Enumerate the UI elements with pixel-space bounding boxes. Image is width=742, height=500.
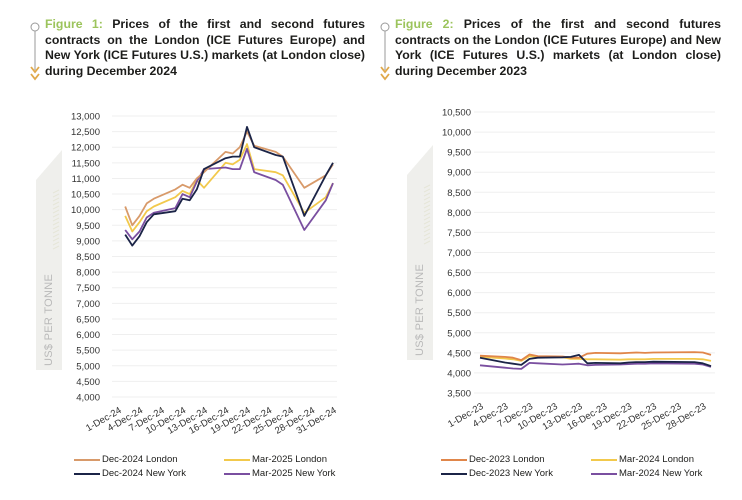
legend-label: Mar-2024 London (619, 454, 694, 465)
y-tick-label: 12,000 (71, 143, 100, 154)
legend-item: Mar-2024 New York (591, 468, 702, 479)
series-line-dec-2023-london (479, 351, 712, 362)
y-tick-label: 10,000 (442, 128, 471, 139)
ylabel-banner (36, 150, 62, 370)
y-tick-label: 6,000 (447, 288, 471, 299)
series-line-dec-2023-new-york (479, 353, 712, 367)
series-line-mar-2025-london (124, 143, 334, 233)
legend: Dec-2024 London Mar-2025 London Dec-2024 N… (74, 454, 364, 494)
figure-1-panel: Figure 1: Prices of the first and second… (30, 17, 365, 494)
legend-item: Dec-2024 New York (74, 468, 186, 479)
y-tick-label: 5,000 (447, 328, 471, 339)
chart-figure-1: 4,000 4,500 5,000 5,500 6,000 6,500 7,000 7,500… (71, 112, 339, 437)
ylabel-banner (407, 145, 433, 360)
y-tick-label: 13,000 (71, 112, 100, 123)
legend-swatch (224, 458, 250, 461)
legend-label: Mar-2025 London (252, 454, 327, 465)
legend-item: Dec-2023 New York (441, 468, 553, 479)
y-tick-label: 11,000 (72, 174, 100, 185)
legend-swatch (224, 472, 250, 475)
y-tick-label: 6,500 (76, 314, 100, 325)
y-tick-label: 7,000 (76, 299, 100, 310)
series-line-mar-2024-new-york (479, 361, 712, 370)
y-tick-label: 5,500 (447, 308, 471, 319)
y-tick-label: 10,500 (71, 190, 100, 201)
timeline-decoration-icon (30, 22, 40, 81)
legend-swatch (74, 458, 100, 461)
legend-swatch (591, 472, 617, 475)
y-tick-label: 9,500 (76, 221, 100, 232)
y-tick-label: 10,500 (442, 108, 471, 119)
y-tick-label: 7,500 (447, 228, 471, 239)
y-tick-label: 8,000 (76, 268, 100, 279)
legend-label: Mar-2024 New York (619, 468, 703, 479)
y-tick-label: 3,500 (447, 389, 471, 400)
legend-item: Dec-2024 London (74, 454, 178, 465)
legend-label: Dec-2024 London (102, 454, 178, 465)
legend-item: Mar-2025 London (224, 454, 327, 465)
legend-item: Dec-2023 London (441, 454, 545, 465)
y-tick-label: 4,500 (76, 377, 100, 388)
legend: Dec-2023 London Mar-2024 London Dec-2023 N… (441, 454, 731, 494)
legend-label: Dec-2023 New York (469, 468, 553, 479)
legend-swatch (74, 472, 100, 475)
timeline-decoration-icon (380, 22, 390, 81)
y-tick-label: 10,000 (71, 205, 100, 216)
y-tick-label: 6,500 (447, 268, 471, 279)
figure-number: Figure 2: (395, 17, 454, 31)
series-line-mar-2025-new-york (124, 147, 334, 241)
figure-title: Figure 1: Prices of the first and second… (45, 17, 365, 79)
chart-figure-2: 3,500 4,000 4,500 5,000 5,500 6,000 6,500 7,000… (442, 108, 715, 433)
legend-swatch (441, 472, 467, 475)
y-tick-label: 6,000 (76, 330, 100, 341)
legend-label: Mar-2025 New York (252, 468, 336, 479)
legend-label: Dec-2024 New York (102, 468, 186, 479)
y-tick-label: 11,500 (72, 158, 100, 169)
legend-swatch (441, 458, 467, 461)
y-tick-label: 9,000 (447, 168, 471, 179)
figure-caption: Prices of the first and second futures c… (395, 17, 721, 78)
y-tick-label: 4,500 (447, 348, 471, 359)
y-tick-label: 8,500 (447, 188, 471, 199)
y-tick-label: 7,000 (447, 248, 471, 259)
y-tick-label: 9,500 (447, 148, 471, 159)
y-tick-label: 5,000 (76, 361, 100, 372)
legend-label: Dec-2023 London (469, 454, 545, 465)
y-tick-label: 8,000 (447, 208, 471, 219)
y-tick-label: 8,500 (76, 252, 100, 263)
figure-title: Figure 2: Prices of the first and second… (395, 17, 721, 79)
legend-item: Mar-2024 London (591, 454, 694, 465)
legend-item: Mar-2025 New York (224, 468, 335, 479)
y-tick-label: 5,500 (76, 346, 100, 357)
y-tick-label: 12,500 (71, 127, 100, 138)
series-line-dec-2024-new-york (124, 125, 334, 247)
y-tick-label: 4,000 (76, 393, 100, 404)
legend-swatch (591, 458, 617, 461)
figure-2-panel: Figure 2: Prices of the first and second… (371, 0, 742, 500)
figure-caption: Prices of the first and second futures c… (45, 17, 365, 78)
y-tick-label: 4,000 (447, 368, 471, 379)
y-tick-label: 7,500 (76, 283, 100, 294)
y-tick-label: 9,000 (76, 236, 100, 247)
figure-number: Figure 1: (45, 17, 103, 31)
